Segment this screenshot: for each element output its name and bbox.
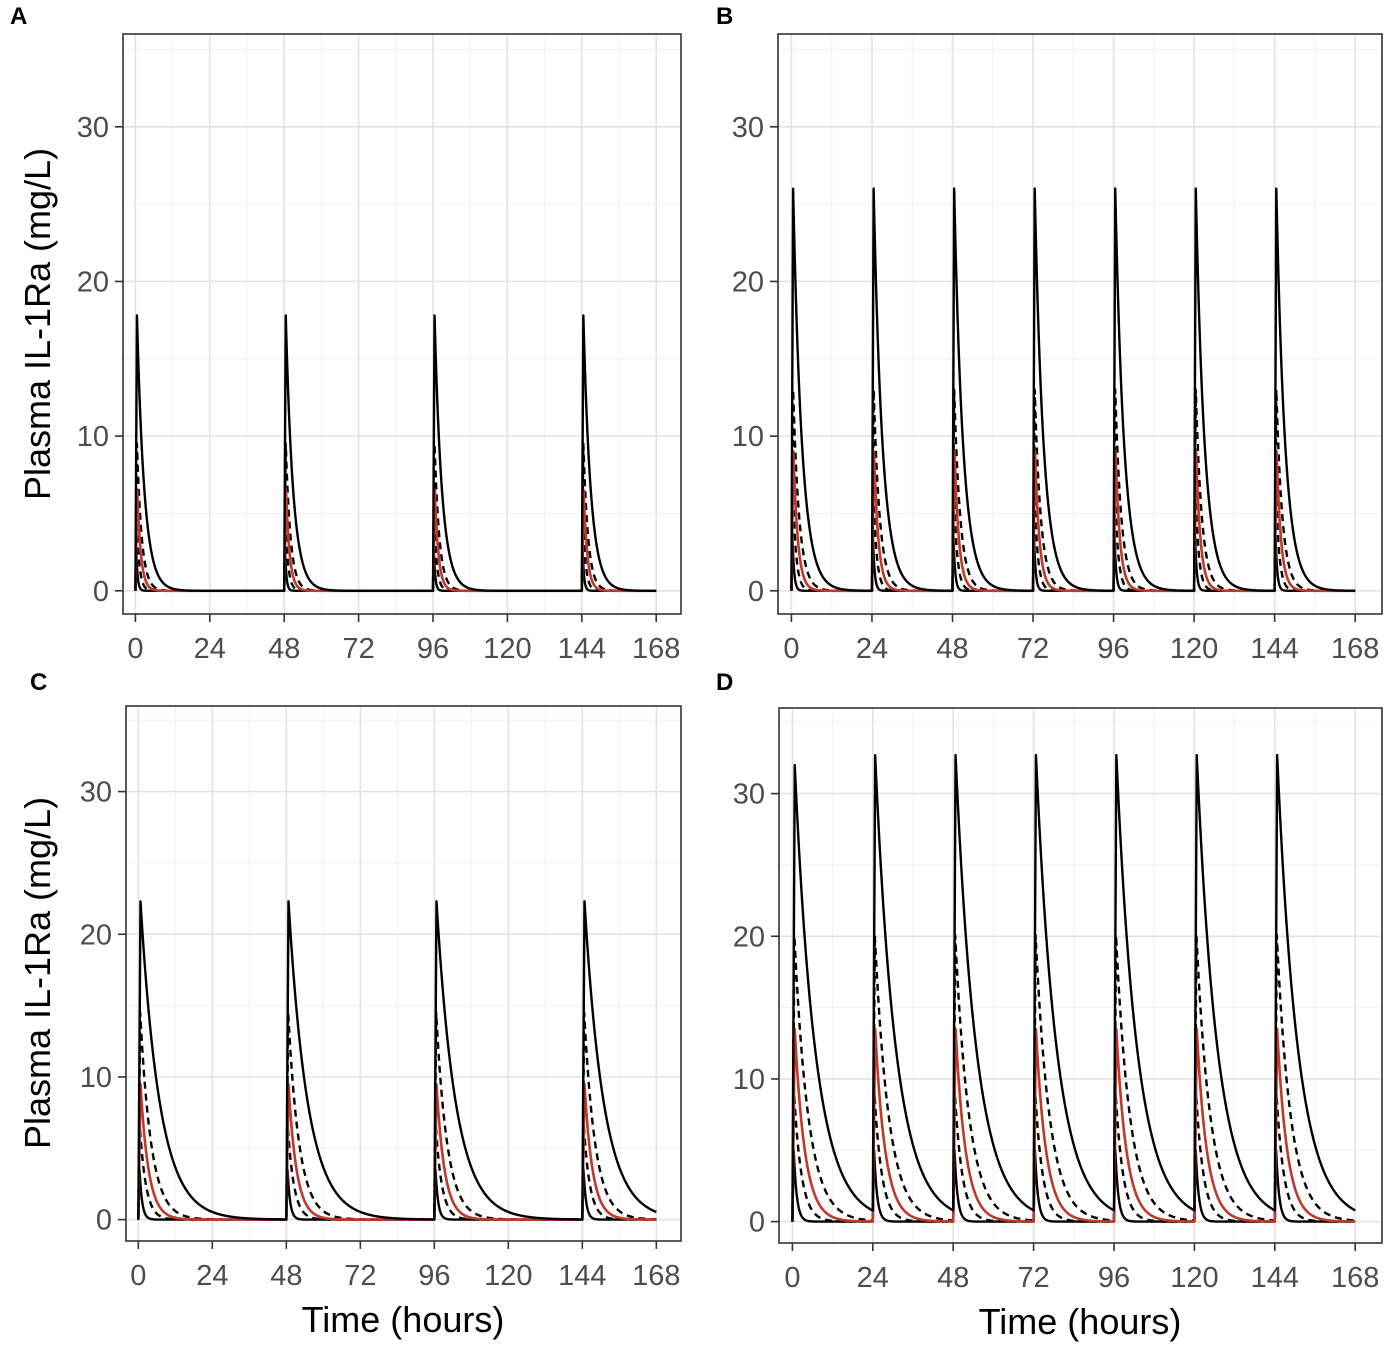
- x-tick-label: 96: [1097, 633, 1129, 665]
- x-tick-label: 72: [344, 1260, 376, 1292]
- plot-background: [779, 708, 1382, 1243]
- panel-letter: B: [716, 3, 733, 30]
- x-tick-label: 0: [784, 1262, 800, 1294]
- y-axis-title-bottom: Plasma IL-1Ra (mg/L): [17, 797, 58, 1149]
- series-line-lower-quantile: [791, 1092, 1357, 1223]
- series-line-upper-bound: [137, 900, 658, 1221]
- x-tick-label: 48: [270, 1260, 302, 1292]
- panel-d: D 0 24 48 72 96 120 144 168 0 10 20 30: [716, 669, 1383, 1294]
- y-tick-label: 0: [748, 576, 764, 608]
- series-line-upper-bound: [791, 753, 1357, 1222]
- panel-border: [122, 33, 682, 615]
- plot-background: [123, 34, 681, 614]
- panel-letter: C: [30, 669, 47, 696]
- x-tick-label: 120: [484, 1260, 532, 1292]
- y-tick-label: 20: [80, 919, 112, 951]
- x-tick-label: 120: [1170, 1262, 1218, 1294]
- x-tick-label: 168: [632, 1260, 680, 1292]
- y-tick-label: 10: [77, 421, 109, 453]
- y-tick-label: 30: [77, 112, 109, 144]
- x-tick-label: 144: [558, 633, 606, 665]
- x-tick-label: 24: [196, 1260, 228, 1292]
- y-tick-label: 30: [732, 112, 764, 144]
- x-tick-label: 96: [418, 1260, 450, 1292]
- x-tick-label: 120: [483, 633, 531, 665]
- x-tick-label: 24: [857, 1262, 889, 1294]
- y-tick-label: 0: [93, 576, 109, 608]
- x-tick-label: 72: [342, 633, 374, 665]
- y-tick-label: 20: [77, 266, 109, 298]
- x-tick-label: 96: [417, 633, 449, 665]
- x-tick-label: 144: [558, 1260, 606, 1292]
- x-tick-label: 120: [1170, 633, 1218, 665]
- y-tick-label: 10: [80, 1062, 112, 1094]
- x-tick-label: 48: [937, 1262, 969, 1294]
- panel-letter: D: [716, 669, 733, 696]
- x-tick-label: 144: [1251, 1262, 1299, 1294]
- series-line-median: [791, 1027, 1357, 1223]
- x-tick-label: 0: [130, 1260, 146, 1292]
- x-tick-label: 72: [1017, 1262, 1049, 1294]
- panel-border: [778, 707, 1383, 1244]
- panel-a: A 0 24 48 72 96 120 144 168 0 10 20 30: [10, 3, 682, 665]
- x-tick-label: 24: [194, 633, 226, 665]
- plot-background: [126, 706, 681, 1241]
- y-tick-label: 30: [80, 777, 112, 809]
- panel-border: [125, 705, 682, 1242]
- y-tick-label: 30: [733, 779, 765, 811]
- panel-letter: A: [10, 3, 27, 30]
- panel-b: B 0 24 48 72 96 120 144 168 0 10 20 30: [716, 3, 1383, 665]
- y-tick-label: 10: [733, 1064, 765, 1096]
- y-tick-label: 0: [96, 1205, 112, 1237]
- x-tick-label: 144: [1250, 633, 1298, 665]
- series-line-upper-bound: [134, 314, 658, 592]
- x-axis-title-right: Time (hours): [979, 1301, 1182, 1342]
- y-axis-title-top: Plasma IL-1Ra (mg/L): [17, 148, 58, 500]
- x-tick-label: 168: [1331, 633, 1379, 665]
- x-tick-label: 96: [1098, 1262, 1130, 1294]
- y-tick-label: 20: [733, 921, 765, 953]
- series-line-upper-quantile: [791, 934, 1357, 1222]
- panel-c: C 0 24 48 72 96 120 144 168 0 10 20 30: [30, 669, 682, 1292]
- x-tick-label: 168: [1331, 1262, 1379, 1294]
- x-tick-label: 48: [936, 633, 968, 665]
- x-tick-label: 0: [783, 633, 799, 665]
- y-tick-label: 10: [732, 421, 764, 453]
- y-tick-label: 0: [749, 1207, 765, 1239]
- x-tick-label: 0: [127, 633, 143, 665]
- x-tick-label: 72: [1017, 633, 1049, 665]
- y-tick-label: 20: [732, 266, 764, 298]
- panel-border: [777, 33, 1383, 615]
- x-tick-label: 168: [632, 633, 680, 665]
- x-tick-label: 24: [856, 633, 888, 665]
- series-line-upper-bound: [790, 187, 1357, 592]
- x-tick-label: 48: [268, 633, 300, 665]
- x-axis-title-left: Time (hours): [302, 1299, 505, 1340]
